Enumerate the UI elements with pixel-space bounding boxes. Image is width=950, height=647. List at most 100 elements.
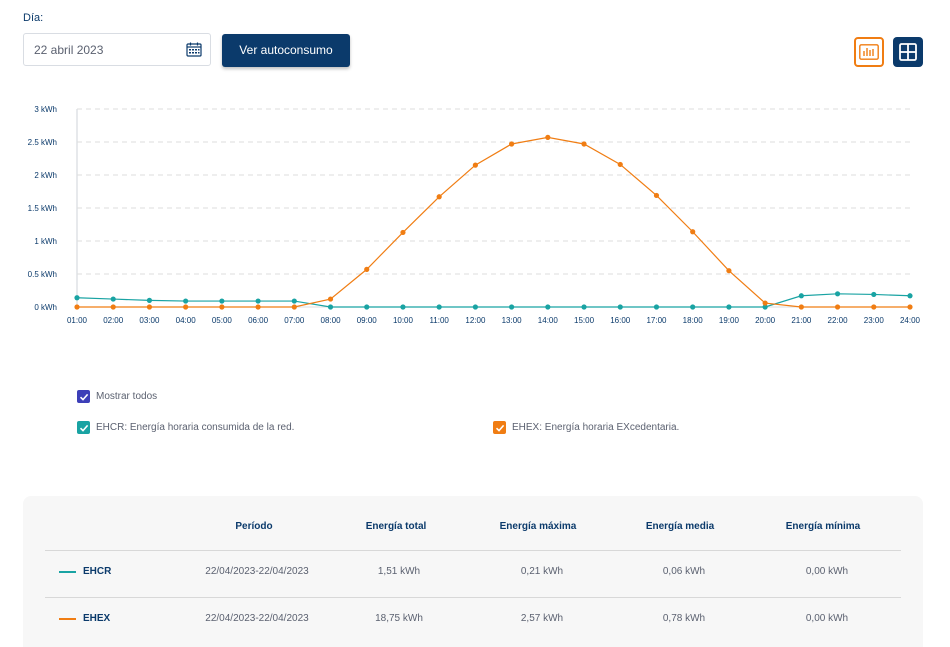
date-field-value: 22 abril 2023 [34,43,104,57]
cell-period: 22/04/2023-22/04/2023 [205,613,309,624]
data-point-ehcr [472,304,478,310]
ehex-swatch [59,618,76,620]
data-point-ehex [472,162,478,168]
header-energia-media: Energía media [645,521,715,532]
legend-ehex[interactable]: EHEX: Energía horaria EXcedentaria. [493,421,679,434]
x-tick-label: 20:00 [755,316,776,325]
data-point-ehex [255,304,261,310]
show-all-checkbox[interactable] [77,390,90,403]
chart-view-toggle[interactable] [854,37,884,67]
x-tick-label: 04:00 [176,316,197,325]
data-point-ehcr [74,295,80,301]
check-icon [79,393,88,401]
data-point-ehex [653,192,660,199]
x-tick-label: 24:00 [900,316,921,325]
data-point-ehex [436,194,442,200]
x-tick-label: 08:00 [321,316,342,325]
ehcr-legend-label: EHCR: Energía horaria consumida de la re… [96,422,295,433]
data-point-ehex [110,304,116,310]
data-point-ehex [545,134,551,140]
x-tick-label: 17:00 [646,316,667,325]
x-tick-label: 19:00 [719,316,740,325]
x-tick-label: 05:00 [212,316,233,325]
cell-mean: 0,06 kWh [662,566,706,577]
bar-chart-icon [859,44,879,60]
ehcr-checkbox[interactable] [77,421,90,434]
data-point-ehcr [327,304,334,310]
x-tick-label: 21:00 [791,316,812,325]
data-point-ehex [871,304,877,310]
data-point-ehcr [690,304,696,310]
data-point-ehex [364,266,370,272]
row-series-name: EHCR [83,566,112,577]
calendar-icon[interactable] [186,42,202,57]
y-tick-label: 2.5 kWh [28,138,57,147]
x-tick-label: 06:00 [248,316,269,325]
data-point-ehcr [291,298,297,304]
legend-ehcr[interactable]: EHCR: Energía horaria consumida de la re… [77,421,294,434]
data-point-ehex [400,229,406,236]
x-tick-label: 12:00 [465,316,486,325]
data-point-ehcr [110,296,116,302]
data-point-ehex [146,304,153,310]
energy-chart: 0 kWh 0.5 kWh 1 kWh 1.5 kWh 2 kWh 2.5 kWh 3 kW… [28,105,921,325]
show-all-label: Mostrar todos [96,391,158,402]
x-tick-label: 07:00 [284,316,305,325]
x-tick-label: 22:00 [828,316,849,325]
cell-max: 2,57 kWh [520,613,564,624]
ehex-checkbox[interactable] [493,421,506,434]
data-point-ehcr [834,291,841,297]
cell-min: 0,00 kWh [805,613,849,624]
data-point-ehex [581,141,587,147]
data-point-ehcr [183,298,189,304]
ehex-legend-label: EHEX: Energía horaria EXcedentaria. [512,422,680,433]
data-point-ehcr [509,304,515,310]
data-point-ehex [327,296,334,302]
data-point-ehex [509,141,515,147]
data-point-ehex [907,304,913,310]
data-point-ehcr [581,304,587,310]
summary-table: Período Energía total Energía máxima Ene… [23,496,923,647]
grid-icon [899,43,917,61]
cell-min: 0,00 kWh [805,566,849,577]
x-tick-label: 09:00 [357,316,378,325]
header-periodo: Período [235,521,273,532]
data-point-ehcr [436,304,442,310]
cell-total: 1,51 kWh [377,566,421,577]
x-tick-label: 23:00 [864,316,885,325]
x-tick-label: 13:00 [502,316,523,325]
check-icon [495,424,504,432]
date-field[interactable]: 22 abril 2023 [23,33,211,66]
cell-period: 22/04/2023-22/04/2023 [205,566,309,577]
x-tick-label: 16:00 [610,316,631,325]
y-tick-label: 3 kWh [34,105,57,114]
x-tick-label: 15:00 [574,316,595,325]
data-point-ehex [74,304,80,310]
legend-show-all[interactable]: Mostrar todos [77,390,157,403]
data-point-ehex [726,268,732,274]
day-label: Día: [23,12,44,24]
ver-autoconsumo-button[interactable]: Ver autoconsumo [222,34,350,67]
data-point-ehex [798,304,804,310]
cell-max: 0,21 kWh [520,566,564,577]
row-series-name: EHEX [83,613,111,624]
x-tick-label: 18:00 [683,316,704,325]
header-energia-minima: Energía mínima [785,521,861,532]
x-tick-label: 02:00 [103,316,124,325]
data-point-ehcr [907,293,913,299]
y-tick-label: 1 kWh [34,237,57,246]
data-point-ehcr [545,304,551,310]
table-divider [45,597,901,598]
data-point-ehex [183,304,189,310]
table-view-toggle[interactable] [893,37,923,67]
series-line-ehex [77,136,910,308]
header-energia-total: Energía total [365,521,427,532]
x-tick-label: 14:00 [538,316,559,325]
x-tick-label: 11:00 [429,316,449,325]
data-point-ehex [291,304,297,310]
ehcr-swatch [59,571,76,573]
data-point-ehcr [219,298,225,304]
x-tick-label: 03:00 [139,316,160,325]
data-point-ehcr [653,304,660,310]
x-tick-label: 01:00 [67,316,88,325]
